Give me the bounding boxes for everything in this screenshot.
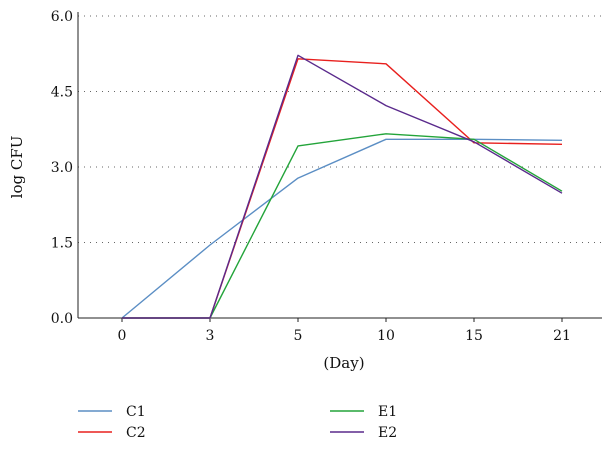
legend-label: E1: [378, 404, 397, 420]
x-tick-labels: 0 3 5 10 15 21: [118, 318, 571, 344]
x-tick-label: 15: [465, 328, 483, 344]
axes: [77, 12, 602, 319]
legend-label: E2: [378, 425, 397, 441]
legend-item-e1: E1: [330, 404, 397, 420]
y-tick-label: 0.0: [51, 311, 73, 327]
x-tick-label: 3: [206, 328, 215, 344]
y-tick-label: 6.0: [51, 9, 73, 25]
legend: C1 C2 E1 E2: [78, 404, 397, 441]
legend-item-e2: E2: [330, 425, 397, 441]
legend-item-c2: C2: [78, 425, 146, 441]
legend-label: C1: [126, 404, 146, 420]
y-axis-label: log CFU: [8, 136, 26, 199]
series-line-e2: [122, 54, 563, 319]
y-tick-label: 3.0: [51, 160, 73, 176]
y-tick-label: 1.5: [51, 236, 73, 252]
y-tick-label: 4.5: [51, 85, 73, 101]
legend-label: C2: [126, 425, 146, 441]
series-line-e1: [122, 133, 563, 319]
x-tick-label: 0: [118, 328, 127, 344]
x-tick-label: 10: [377, 328, 395, 344]
x-tick-label: 21: [553, 328, 571, 344]
series-line-c1: [121, 138, 563, 319]
grid-lines: [78, 15, 602, 243]
x-axis-label: (Day): [323, 354, 364, 372]
series-lines: [121, 54, 563, 319]
series-line-c2: [122, 58, 563, 319]
legend-item-c1: C1: [78, 404, 146, 420]
x-tick-label: 5: [294, 328, 303, 344]
y-tick-labels: 0.0 1.5 3.0 4.5 6.0: [51, 9, 73, 327]
